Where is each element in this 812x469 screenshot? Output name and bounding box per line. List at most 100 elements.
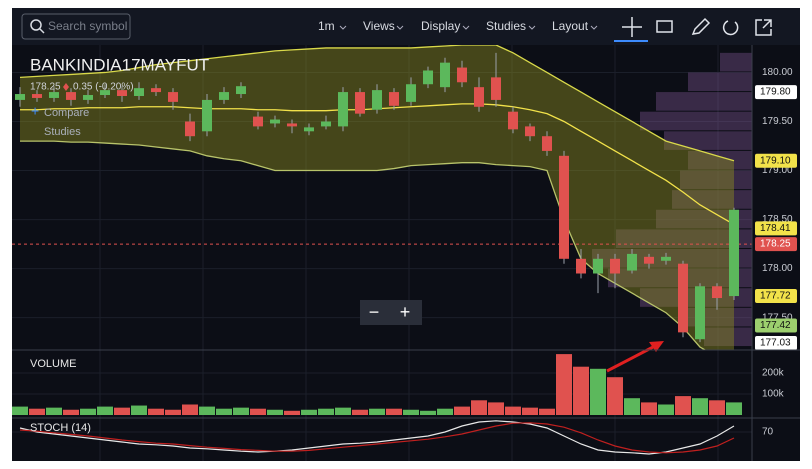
down-diamond bbox=[63, 83, 69, 91]
volume-bar bbox=[165, 409, 181, 415]
candle-body bbox=[678, 263, 688, 333]
volume-bar bbox=[675, 396, 691, 415]
candle-body bbox=[576, 258, 586, 274]
candle-body bbox=[32, 94, 42, 98]
volume-bar bbox=[573, 366, 589, 415]
volume-bar bbox=[522, 407, 538, 415]
volume-profile-bar bbox=[656, 92, 752, 111]
menu-chevrons bbox=[339, 25, 598, 30]
volume-bar bbox=[505, 406, 521, 415]
compare-icon[interactable] bbox=[656, 20, 673, 33]
price-tag-label: 177.72 bbox=[760, 291, 791, 302]
display-menu[interactable]: Display bbox=[421, 19, 460, 33]
volume-bar bbox=[352, 409, 368, 415]
volume-profile-bar bbox=[688, 150, 752, 170]
volume-bar bbox=[539, 408, 555, 415]
volume-bar bbox=[284, 410, 300, 415]
chart-layers: 180.00 179.50 179.00 178.50 178.00 177.50 179.… bbox=[12, 45, 797, 455]
zoom-out[interactable]: − bbox=[369, 302, 380, 322]
candle-body bbox=[695, 286, 705, 340]
candle-body bbox=[423, 70, 433, 85]
candle-body bbox=[406, 84, 416, 102]
interval-menu[interactable]: 1m bbox=[318, 19, 335, 33]
candle-body bbox=[134, 88, 144, 96]
candle-body bbox=[287, 123, 297, 127]
studies-menu[interactable]: Studies bbox=[486, 19, 526, 33]
candle-body bbox=[644, 256, 654, 264]
y-tick-label: 200k bbox=[762, 368, 785, 379]
price-tag-label: 179.80 bbox=[760, 87, 791, 98]
price-tag bbox=[755, 85, 797, 100]
volume-bar bbox=[216, 408, 232, 415]
compare-plus[interactable]: + bbox=[31, 103, 39, 119]
price-tag bbox=[755, 237, 797, 252]
zoom-controls bbox=[360, 300, 422, 325]
reset-icon[interactable] bbox=[722, 20, 739, 36]
volume-profile-bar bbox=[640, 111, 752, 131]
candle-body bbox=[202, 99, 212, 132]
price-tag bbox=[755, 336, 797, 350]
search-icon bbox=[30, 19, 42, 31]
candle-body bbox=[661, 256, 671, 261]
volume-bar bbox=[46, 407, 62, 415]
volume-bar bbox=[692, 398, 708, 415]
price-plot bbox=[12, 45, 752, 350]
candle-body bbox=[100, 90, 110, 96]
volume-profile-bar bbox=[656, 209, 752, 229]
layout-menu[interactable]: Layout bbox=[552, 19, 589, 33]
candle-body bbox=[542, 136, 552, 151]
volume-bar bbox=[29, 408, 45, 415]
volume-bar bbox=[114, 407, 130, 415]
candle-body bbox=[712, 286, 722, 299]
volume-bar bbox=[641, 402, 657, 415]
search-icon-handle bbox=[39, 28, 45, 34]
volume-bar bbox=[590, 368, 606, 415]
search-box[interactable] bbox=[21, 13, 131, 40]
candle-body bbox=[525, 126, 535, 137]
candle-body bbox=[66, 92, 76, 100]
zoom-in[interactable]: + bbox=[400, 302, 411, 322]
candle-body bbox=[610, 258, 620, 274]
stoch-title: STOCH (14) bbox=[30, 422, 91, 434]
volume-bar bbox=[454, 406, 470, 415]
price-tag-label: 178.41 bbox=[760, 223, 791, 234]
volume-bar bbox=[182, 404, 198, 415]
y-tick-label: 179.50 bbox=[762, 116, 793, 127]
candle-body bbox=[338, 92, 348, 127]
candle-body bbox=[168, 92, 178, 102]
candle-body bbox=[457, 67, 467, 83]
candle-body bbox=[627, 253, 637, 271]
volume-bar bbox=[403, 409, 419, 415]
price-tag-label: 179.10 bbox=[760, 155, 791, 166]
candle-body bbox=[185, 121, 195, 137]
views-menu[interactable]: Views bbox=[363, 19, 395, 33]
stoch-line bbox=[19, 422, 735, 454]
price-tag-label: 178.25 bbox=[760, 239, 791, 250]
y-tick-label: 179.00 bbox=[762, 165, 793, 176]
candle-body bbox=[355, 92, 365, 114]
compare-button[interactable]: Compare bbox=[44, 107, 89, 119]
studies-button[interactable]: Studies bbox=[44, 126, 81, 138]
volume-profile-bar bbox=[704, 327, 752, 347]
volume-bar bbox=[335, 407, 351, 415]
popout-icon[interactable] bbox=[755, 19, 772, 36]
volume-bar bbox=[80, 408, 96, 415]
volume-bar bbox=[131, 405, 147, 415]
volume-profile-bar bbox=[616, 229, 752, 248]
volume-bar bbox=[63, 409, 79, 415]
volume-bar bbox=[12, 406, 28, 415]
draw-icon[interactable] bbox=[691, 17, 711, 35]
price-tag bbox=[755, 318, 797, 333]
candle-body bbox=[729, 209, 739, 297]
band-fill bbox=[20, 45, 734, 350]
volume-title: VOLUME bbox=[30, 358, 76, 370]
candle-body bbox=[474, 87, 484, 107]
volume-bar bbox=[658, 404, 674, 415]
candle-body bbox=[593, 258, 603, 274]
volume-bar bbox=[471, 400, 487, 415]
y-tick-label: 70 bbox=[762, 427, 774, 438]
stoch-line bbox=[19, 420, 735, 455]
candle-body bbox=[151, 88, 161, 93]
volume-bar bbox=[301, 409, 317, 415]
candle-body bbox=[117, 90, 127, 96]
